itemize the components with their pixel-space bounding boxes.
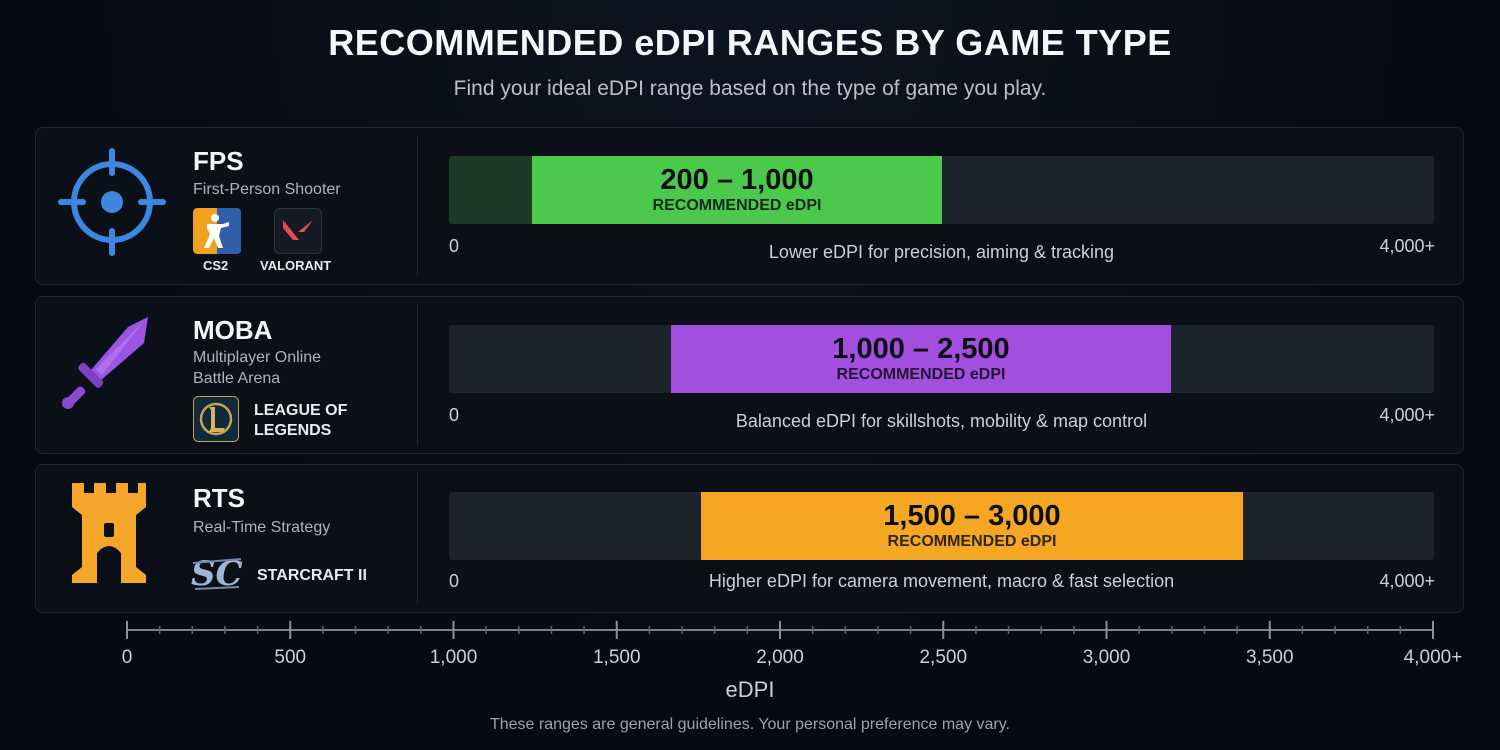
x-tick-label: 4,000+ bbox=[1404, 647, 1463, 668]
range-min-label: 0 bbox=[449, 571, 460, 591]
edpi-axis: 0 500 1,000 1,500 2,000 2,500 3,000 3,500 4,000+ bbox=[122, 621, 1463, 668]
x-tick-label: 1,000 bbox=[430, 647, 478, 668]
category-card-rts: RTS Real-Time Strategy SC STARCRAFT II 1… bbox=[35, 464, 1464, 613]
category-card-moba: MOBA Multiplayer Online Battle Arena LEA… bbox=[35, 296, 1464, 454]
x-tick-label: 2,000 bbox=[756, 647, 804, 668]
game-label-valorant: VALORANT bbox=[260, 258, 332, 273]
range-fill-moba: 1,000 – 2,500 RECOMMENDED eDPI bbox=[671, 325, 1171, 393]
league-of-legends-logo-icon bbox=[193, 396, 239, 442]
range-note: Lower eDPI for precision, aiming & track… bbox=[768, 242, 1115, 262]
card-divider bbox=[417, 136, 418, 276]
range-min-label: 0 bbox=[449, 405, 460, 425]
category-name: MOBA bbox=[193, 315, 273, 345]
x-tick-label: 3,000 bbox=[1083, 647, 1131, 668]
castle-tower-icon bbox=[72, 483, 146, 583]
range-note: Balanced eDPI for skillshots, mobility &… bbox=[735, 411, 1148, 431]
category-description: Real-Time Strategy bbox=[193, 519, 331, 536]
cs2-logo-icon bbox=[193, 208, 241, 254]
range-track-tint bbox=[449, 156, 532, 224]
range-value-label: 200 – 1,000 bbox=[660, 164, 814, 196]
range-fill-fps: 200 – 1,000 RECOMMENDED eDPI bbox=[532, 156, 942, 224]
range-max-label: 4,000+ bbox=[1379, 236, 1435, 256]
page-subtitle: Find your ideal eDPI range based on the … bbox=[453, 77, 1047, 100]
range-value-label: 1,000 – 2,500 bbox=[832, 333, 1010, 365]
category-name: FPS bbox=[193, 146, 244, 176]
range-value-label: 1,500 – 3,000 bbox=[883, 500, 1061, 532]
category-description: Multiplayer Online Battle Arena bbox=[193, 349, 322, 387]
range-badge-label: RECOMMENDED eDPI bbox=[652, 197, 822, 214]
range-track: 200 – 1,000 RECOMMENDED eDPI bbox=[449, 156, 1434, 224]
game-label-lol: LEAGUE OF LEGENDS bbox=[254, 402, 348, 439]
x-tick-label: 500 bbox=[274, 647, 306, 668]
game-label-cs2: CS2 bbox=[203, 258, 229, 273]
range-max-label: 4,000+ bbox=[1379, 571, 1435, 591]
x-tick-label: 1,500 bbox=[593, 647, 641, 668]
sword-icon bbox=[62, 317, 148, 409]
valorant-logo-icon bbox=[274, 208, 322, 254]
starcraft-logo-icon: SC bbox=[191, 554, 243, 594]
x-tick-label: 2,500 bbox=[919, 647, 967, 668]
card-divider bbox=[417, 473, 418, 604]
x-axis-title: eDPI bbox=[725, 677, 775, 702]
crosshair-icon bbox=[58, 148, 166, 256]
page-title: RECOMMENDED eDPI RANGES BY GAME TYPE bbox=[328, 22, 1172, 63]
range-track: 1,000 – 2,500 RECOMMENDED eDPI bbox=[449, 325, 1434, 393]
footnote: These ranges are general guidelines. You… bbox=[489, 716, 1010, 733]
game-label-starcraft: STARCRAFT II bbox=[257, 567, 367, 584]
range-note: Higher eDPI for camera movement, macro &… bbox=[708, 571, 1175, 591]
range-fill-rts: 1,500 – 3,000 RECOMMENDED eDPI bbox=[701, 492, 1243, 560]
category-card-fps: FPS First-Person Shooter CS2 VALORANT 20… bbox=[35, 127, 1464, 285]
range-max-label: 4,000+ bbox=[1379, 405, 1435, 425]
range-min-label: 0 bbox=[449, 236, 460, 256]
category-description: First-Person Shooter bbox=[193, 181, 341, 198]
range-badge-label: RECOMMENDED eDPI bbox=[836, 366, 1006, 383]
x-tick-label: 0 bbox=[122, 647, 133, 668]
category-name: RTS bbox=[193, 483, 245, 513]
card-divider bbox=[417, 305, 418, 445]
range-track: 1,500 – 3,000 RECOMMENDED eDPI bbox=[449, 492, 1434, 560]
range-badge-label: RECOMMENDED eDPI bbox=[887, 533, 1057, 550]
x-tick-label: 3,500 bbox=[1246, 647, 1294, 668]
